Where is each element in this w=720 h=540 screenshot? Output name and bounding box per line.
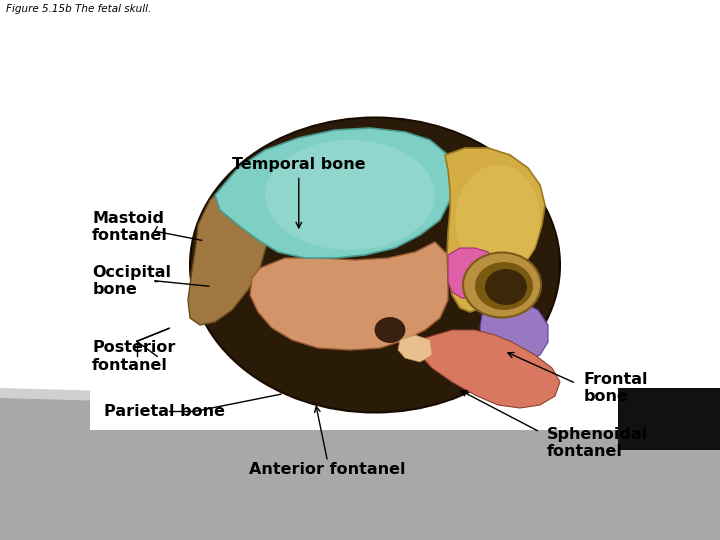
Text: Mastoid
fontanel: Mastoid fontanel xyxy=(92,211,168,243)
Text: Sphenoidal
fontanel: Sphenoidal fontanel xyxy=(547,427,648,459)
Polygon shape xyxy=(398,335,432,362)
Text: Anterior fontanel: Anterior fontanel xyxy=(249,462,406,477)
Text: Parietal bone: Parietal bone xyxy=(104,404,225,419)
Polygon shape xyxy=(0,395,720,540)
Text: Frontal
bone: Frontal bone xyxy=(583,372,648,404)
Ellipse shape xyxy=(463,253,541,318)
Ellipse shape xyxy=(456,165,541,275)
Polygon shape xyxy=(445,148,545,312)
Polygon shape xyxy=(250,242,448,350)
Polygon shape xyxy=(448,248,495,298)
Polygon shape xyxy=(486,255,530,298)
Polygon shape xyxy=(0,388,720,418)
Text: Occipital
bone: Occipital bone xyxy=(92,265,171,297)
Polygon shape xyxy=(0,0,720,395)
Ellipse shape xyxy=(265,140,435,250)
Polygon shape xyxy=(618,388,720,450)
Polygon shape xyxy=(472,288,492,308)
Polygon shape xyxy=(215,128,455,258)
Polygon shape xyxy=(90,62,632,430)
Text: Temporal bone: Temporal bone xyxy=(232,157,366,172)
Ellipse shape xyxy=(375,318,405,342)
Polygon shape xyxy=(188,178,278,325)
Ellipse shape xyxy=(190,118,560,413)
Polygon shape xyxy=(415,330,560,408)
Text: Posterior
fontanel: Posterior fontanel xyxy=(92,340,176,373)
Ellipse shape xyxy=(475,262,533,310)
Text: Figure 5.15b The fetal skull.: Figure 5.15b The fetal skull. xyxy=(6,4,151,14)
Polygon shape xyxy=(480,298,548,362)
Ellipse shape xyxy=(485,269,527,305)
